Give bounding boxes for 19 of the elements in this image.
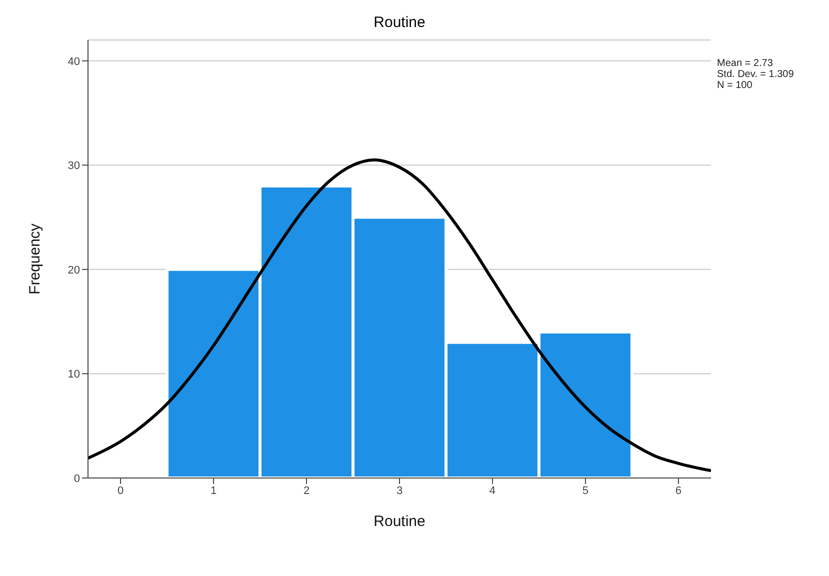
x-tick-label: 4 xyxy=(489,484,496,497)
x-axis-title: Routine xyxy=(374,513,426,530)
y-axis-title: Frequency xyxy=(26,223,44,294)
x-tick-label: 3 xyxy=(396,484,403,497)
y-tick-label: 30 xyxy=(68,160,80,172)
line-series xyxy=(88,158,711,472)
chart-title: Routine xyxy=(372,14,426,31)
y-tick-label: 0 xyxy=(74,472,80,485)
x-tick-label: 1 xyxy=(210,484,217,497)
y-tick-label: 20 xyxy=(68,264,80,276)
text: N = 100 xyxy=(717,80,754,91)
text: Std. Dev. = 1.309 xyxy=(717,69,794,80)
y-tick-label: 40 xyxy=(68,56,80,68)
y-tick-label: 10 xyxy=(68,368,80,381)
x-tick-label: 6 xyxy=(675,484,682,497)
x-tick-label: 0 xyxy=(117,484,124,497)
text: Mean = 2.73 xyxy=(717,58,774,69)
x-tick-label: 2 xyxy=(303,484,310,497)
x-tick-label: 5 xyxy=(582,484,589,497)
